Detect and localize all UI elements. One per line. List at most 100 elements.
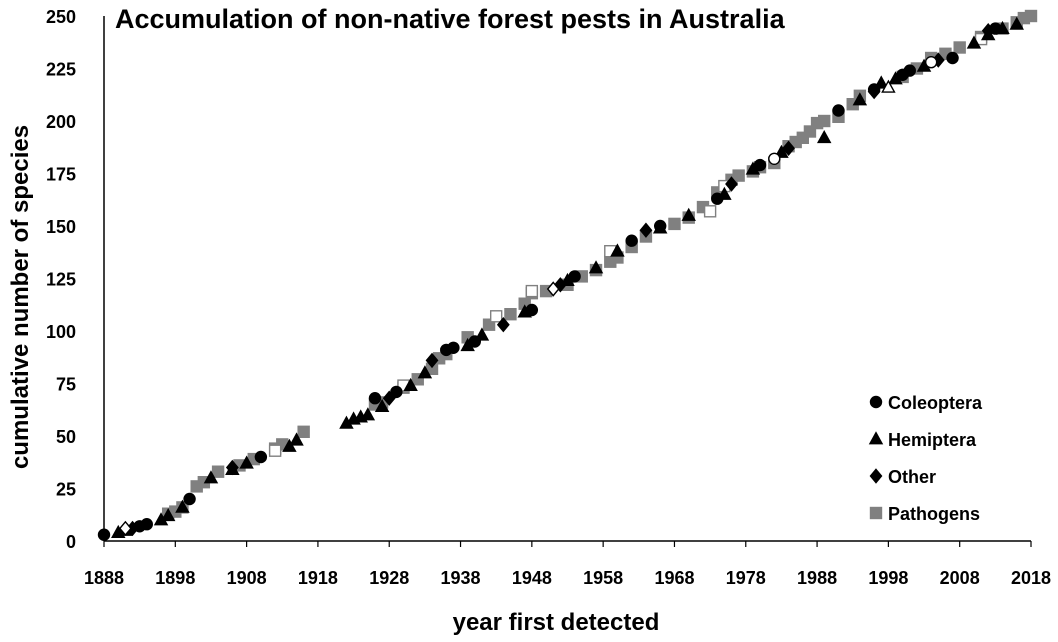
x-tick-label: 1948 <box>512 568 552 588</box>
y-tick-label: 25 <box>56 480 76 500</box>
hemiptera-point <box>175 499 190 513</box>
legend-diamond-icon <box>869 468 883 484</box>
chart-title: Accumulation of non-native forest pests … <box>115 4 786 34</box>
other-point <box>725 176 738 192</box>
hemiptera-point <box>374 398 390 412</box>
y-tick-label: 200 <box>46 112 76 132</box>
x-tick-label: 2008 <box>940 568 980 588</box>
coleoptera-point <box>625 234 638 247</box>
hemiptera-point <box>203 470 219 484</box>
pathogens-point <box>411 373 424 386</box>
coleoptera-point <box>867 83 881 96</box>
legend-triangle-icon <box>868 431 884 445</box>
x-tick-label: 1938 <box>441 568 481 588</box>
axes <box>103 16 1031 542</box>
legend-circle-icon <box>869 395 883 409</box>
coleoptera-point <box>903 64 916 77</box>
y-tick-label: 125 <box>46 270 76 290</box>
x-tick-labels: 1888 1898 1908 1918 1928 1938 1948 1958 1968 1978… <box>84 541 1051 588</box>
other-point <box>553 277 567 293</box>
y-tick-label: 0 <box>66 532 76 552</box>
coleoptera-point <box>946 51 959 65</box>
y-tick-label: 100 <box>46 322 76 342</box>
data-points <box>97 9 1038 541</box>
hemiptera-point <box>360 407 376 421</box>
hemiptera-point <box>681 207 696 221</box>
other-point <box>496 317 510 333</box>
coleoptera-point <box>568 270 581 283</box>
legend: Coleoptera Hemiptera Other Pathogens <box>868 393 983 524</box>
hemiptera-point <box>239 455 254 469</box>
pathogens-point <box>796 131 810 145</box>
x-axis-title: year first detected <box>453 609 660 636</box>
pathogens-point-open <box>489 310 503 323</box>
y-axis-title: cumulative number of species <box>7 125 34 469</box>
coleoptera-point <box>753 158 767 172</box>
pathogens-point-open <box>703 205 717 218</box>
other-point <box>639 222 653 238</box>
hemiptera-point <box>816 130 832 144</box>
hemiptera-point <box>852 92 868 106</box>
x-tick-label: 1978 <box>726 568 766 588</box>
hemiptera-point <box>966 35 982 49</box>
hemiptera-point <box>403 377 418 391</box>
coleoptera-point <box>711 192 724 205</box>
legend-square-icon <box>869 506 883 520</box>
other-point-open <box>118 520 132 537</box>
coleoptera-point <box>390 385 403 399</box>
coleoptera-point <box>97 528 111 541</box>
hemiptera-point <box>1009 16 1024 30</box>
x-tick-label: 1988 <box>797 568 837 588</box>
coleoptera-point <box>525 303 539 317</box>
coleoptera-point <box>254 450 268 464</box>
coleoptera-point <box>832 104 845 117</box>
legend-label: Other <box>888 467 936 487</box>
x-tick-label: 1898 <box>155 568 195 588</box>
x-tick-label: 1918 <box>298 568 338 588</box>
y-tick-label: 175 <box>46 165 76 185</box>
coleoptera-point <box>368 392 382 405</box>
y-tick-label: 50 <box>56 427 76 447</box>
legend-label: Coleoptera <box>888 393 983 413</box>
pathogens-point-open <box>268 444 282 457</box>
y-tick-label: 75 <box>56 375 76 395</box>
hemiptera-point <box>417 365 433 379</box>
pathogens-point <box>211 465 225 478</box>
coleoptera-point <box>447 341 460 354</box>
legend-label: Hemiptera <box>888 430 977 450</box>
x-tick-label: 1958 <box>583 568 623 588</box>
x-tick-label: 1968 <box>654 568 694 588</box>
x-tick-label: 1888 <box>84 568 124 588</box>
coleoptera-point-open <box>924 56 938 69</box>
other-point <box>782 140 795 156</box>
other-point <box>225 459 239 476</box>
coleoptera-point <box>140 518 153 531</box>
other-point <box>425 352 439 369</box>
pathogens-point <box>668 217 681 231</box>
pathogens-point <box>953 41 966 54</box>
y-tick-label: 250 <box>46 7 76 27</box>
coleoptera-point <box>989 22 1002 35</box>
hemiptera-point <box>588 260 604 274</box>
hemiptera-point-open <box>881 79 896 93</box>
y-tick-labels: 0 25 50 75 100 125 150 175 200 225 250 <box>46 7 76 552</box>
coleoptera-point-open <box>768 152 781 166</box>
coleoptera-point <box>654 219 667 233</box>
hemiptera-point <box>282 438 297 452</box>
pathogens-point-open <box>525 284 539 298</box>
other-point-open <box>546 281 560 297</box>
x-tick-label: 1908 <box>227 568 267 588</box>
coleoptera-point <box>183 492 196 506</box>
pathogens-point <box>482 318 496 331</box>
x-tick-label: 1928 <box>369 568 409 588</box>
hemiptera-point <box>289 432 304 446</box>
pathogens-point <box>1024 9 1038 23</box>
pathogens-point <box>504 308 517 321</box>
pathogens-point <box>803 125 817 138</box>
hemiptera-point <box>610 243 625 257</box>
x-tick-label: 1998 <box>868 568 908 588</box>
pathogens-point <box>297 425 310 438</box>
y-tick-label: 225 <box>46 60 76 80</box>
x-tick-label: 2018 <box>1011 568 1051 588</box>
